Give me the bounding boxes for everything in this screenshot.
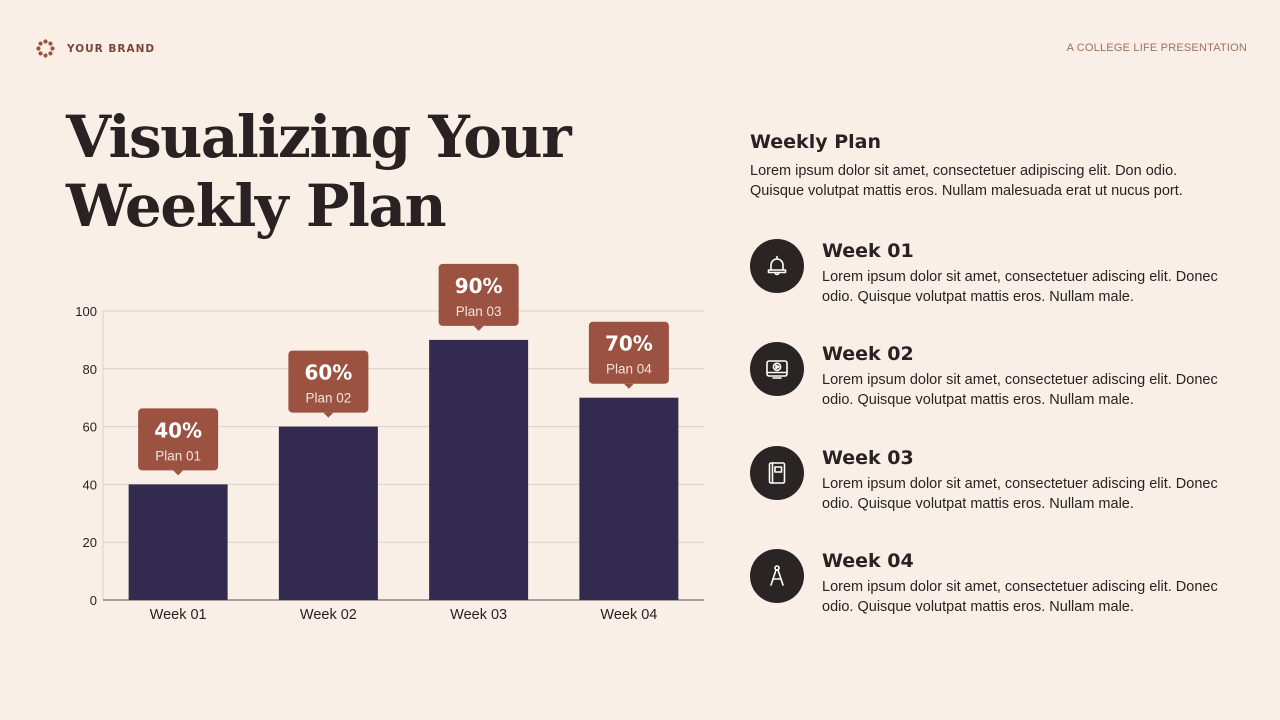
week-description: Lorem ipsum dolor sit amet, consectetuer… xyxy=(822,579,1218,615)
data-label-pointer xyxy=(173,470,184,476)
data-label-name: Plan 03 xyxy=(456,304,502,319)
compass-icon xyxy=(750,549,804,603)
notebook-icon xyxy=(750,446,804,500)
bell-icon xyxy=(750,239,804,293)
x-tick-label: Week 03 xyxy=(450,607,507,623)
page-title: Visualizing Your Weekly Plan xyxy=(66,103,572,240)
bar xyxy=(429,339,529,600)
data-label-name: Plan 01 xyxy=(155,448,201,463)
y-tick-label: 0 xyxy=(90,593,97,608)
data-label-name: Plan 04 xyxy=(606,362,652,377)
panel-heading: Weekly Plan xyxy=(750,131,881,153)
y-tick-label: 40 xyxy=(83,477,97,492)
y-tick-label: 60 xyxy=(83,420,97,435)
week-description: Lorem ipsum dolor sit amet, consectetuer… xyxy=(822,269,1218,305)
week-description: Lorem ipsum dolor sit amet, consectetuer… xyxy=(822,476,1218,512)
data-label-box xyxy=(438,263,519,326)
data-label-pointer xyxy=(323,412,334,418)
x-tick-label: Week 02 xyxy=(300,607,357,623)
presentation-tagline: A COLLEGE LIFE PRESENTATION xyxy=(1066,42,1247,54)
data-label-box xyxy=(138,408,219,471)
y-tick-label: 100 xyxy=(75,304,97,319)
data-label-box xyxy=(288,350,369,413)
y-tick-label: 20 xyxy=(83,535,97,550)
brand-logo-icon xyxy=(36,39,55,58)
data-label-pointer xyxy=(623,383,634,389)
data-label-value: 70% xyxy=(605,332,653,356)
bar xyxy=(579,397,679,600)
bar xyxy=(278,426,378,600)
week-item-04: Week 04 Lorem ipsum dolor sit amet, cons… xyxy=(750,549,1230,615)
brand-name: YOUR BRAND xyxy=(67,42,156,55)
bar xyxy=(128,484,228,600)
data-label-name: Plan 02 xyxy=(305,391,351,406)
week-title: Week 01 xyxy=(822,240,914,262)
week-description: Lorem ipsum dolor sit amet, consectetuer… xyxy=(822,372,1218,408)
video-play-icon xyxy=(750,342,804,396)
data-label-value: 90% xyxy=(455,274,503,298)
week-title: Week 04 xyxy=(822,550,914,572)
data-label-box xyxy=(588,321,669,384)
week-item-02: Week 02 Lorem ipsum dolor sit amet, cons… xyxy=(750,342,1230,408)
week-item-01: Week 01 Lorem ipsum dolor sit amet, cons… xyxy=(750,239,1230,305)
data-label-value: 40% xyxy=(154,418,202,442)
week-title: Week 03 xyxy=(822,447,914,469)
brand: YOUR BRAND xyxy=(36,39,155,58)
x-tick-label: Week 04 xyxy=(600,607,657,623)
panel-description: Lorem ipsum dolor sit amet, consectetuer… xyxy=(750,163,1183,199)
week-item-03: Week 03 Lorem ipsum dolor sit amet, cons… xyxy=(750,446,1230,512)
week-title: Week 02 xyxy=(822,343,914,365)
data-label-pointer xyxy=(473,325,484,331)
x-tick-label: Week 01 xyxy=(150,607,207,623)
data-label-value: 60% xyxy=(304,361,352,385)
bar-chart: 0 20 40 60 80 100 Week 01 40% Plan 01 Week 02 60% P… xyxy=(75,263,704,623)
y-tick-label: 80 xyxy=(83,362,97,377)
